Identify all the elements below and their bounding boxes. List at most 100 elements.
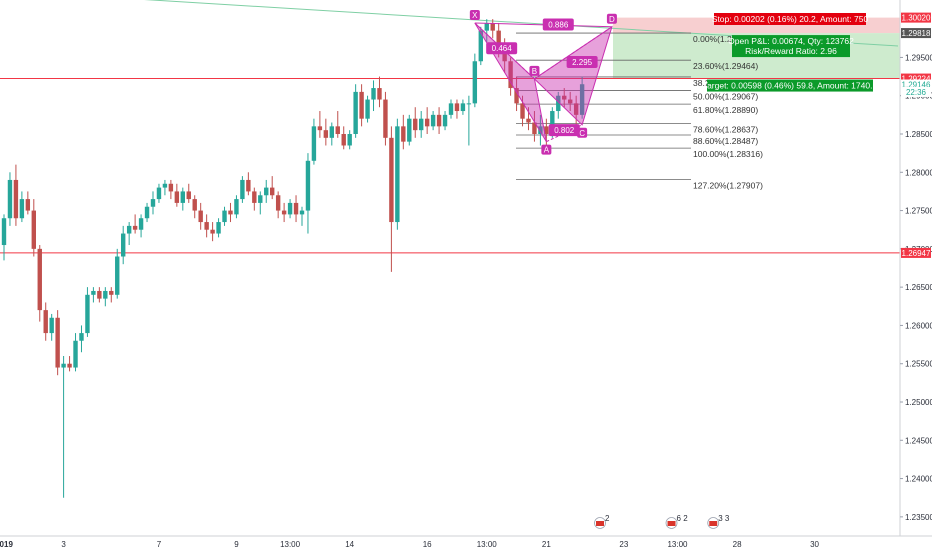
candle <box>157 188 161 199</box>
fib-level-label: 50.00%(1.29067) <box>693 92 758 102</box>
price-label-text: 1.29818 <box>902 29 931 38</box>
x-tick-label: 14 <box>345 540 354 549</box>
candle <box>240 180 244 199</box>
event-flag-stripe <box>596 521 604 526</box>
candle <box>336 126 340 134</box>
candle <box>198 211 202 222</box>
candle <box>216 222 220 233</box>
candle <box>353 92 357 134</box>
ratio-label: 2.295 <box>572 58 593 67</box>
candle <box>407 119 411 142</box>
fib-level-label: 127.20%(1.27907) <box>693 180 763 190</box>
ratio-label: 0.886 <box>548 21 569 30</box>
candle <box>276 195 280 210</box>
event-count: 6 2 <box>677 514 689 523</box>
candle <box>169 184 173 192</box>
candle <box>97 291 101 299</box>
candle <box>526 119 530 123</box>
candle <box>252 191 256 202</box>
price-label-text: 1.26947 <box>902 249 931 258</box>
y-tick-label: 1.28500 <box>905 130 932 139</box>
ratio-label: 0.802 <box>554 126 575 135</box>
candle <box>449 103 453 114</box>
x-tick-label: 21 <box>542 540 551 549</box>
candle <box>437 115 441 126</box>
candle <box>359 92 363 119</box>
candle <box>324 130 328 138</box>
candle <box>401 126 405 141</box>
time-axis[interactable]: 2019 3 7 9 13:00 14 16 13:00 21 23 13:00 28 30 <box>0 536 932 549</box>
candle <box>187 191 191 199</box>
candle <box>318 126 322 130</box>
event-count: 2 <box>605 514 610 523</box>
fib-level-label: 61.80%(1.28890) <box>693 105 758 115</box>
price-label-text: 1.30020 <box>902 14 931 23</box>
candle <box>467 103 471 104</box>
pattern-point-label: D <box>609 15 615 24</box>
pattern-point-label: C <box>579 129 585 138</box>
y-tick-label: 1.29500 <box>905 53 932 62</box>
x-tick-label: 9 <box>234 540 239 549</box>
candle <box>288 203 292 214</box>
candle <box>228 211 232 215</box>
candle <box>485 23 489 31</box>
candle <box>38 249 42 310</box>
candle <box>103 291 107 299</box>
candle <box>270 188 274 196</box>
candle <box>330 126 334 137</box>
candle <box>61 364 65 368</box>
candle <box>377 88 381 99</box>
target-label-text: Target: 0.00598 (0.46%) 59.8, Amount: 17… <box>703 81 878 91</box>
y-tick-label: 1.25500 <box>905 360 932 369</box>
candle <box>8 180 12 218</box>
price-axis[interactable]: 1.295001.290001.285001.280001.275001.270… <box>900 0 932 536</box>
candle <box>455 103 459 111</box>
pattern-point-label: X <box>472 11 478 20</box>
candle <box>175 191 179 202</box>
candle <box>55 318 59 368</box>
y-tick-label: 1.25000 <box>905 398 932 407</box>
candle <box>133 226 137 230</box>
fib-level-label: 100.00%(1.28316) <box>693 149 763 159</box>
candle <box>306 161 310 211</box>
candle <box>210 230 214 234</box>
candle <box>85 295 89 333</box>
candle <box>127 226 131 234</box>
x-tick-label: 13:00 <box>280 540 301 549</box>
candle <box>443 115 447 126</box>
candle <box>49 318 53 333</box>
fib-level-label: 78.60%(1.28637) <box>693 125 758 135</box>
y-tick-label: 1.23500 <box>905 513 932 522</box>
y-tick-label: 1.28000 <box>905 168 932 177</box>
candle <box>383 100 387 138</box>
candle <box>431 115 435 126</box>
candle <box>371 88 375 99</box>
y-tick-label: 1.24000 <box>905 475 932 484</box>
price-label-text: 22:36 <box>906 88 927 97</box>
candle <box>473 61 477 103</box>
candle <box>222 211 226 222</box>
candle <box>139 218 143 229</box>
x-tick-label: 23 <box>619 540 628 549</box>
candle <box>67 364 71 368</box>
ratio-label: 0.464 <box>492 44 513 53</box>
event-count: 3 3 <box>718 514 730 523</box>
x-tick-label: 28 <box>733 540 742 549</box>
candle <box>151 199 155 207</box>
candle <box>32 211 36 249</box>
stop-label-text: Stop: 0.00202 (0.16%) 20.2, Amount: 750 <box>712 14 869 24</box>
candle <box>282 211 286 215</box>
candle <box>109 291 113 295</box>
candle <box>163 184 167 188</box>
fib-level-label: 23.60%(1.29464) <box>693 61 758 71</box>
candle <box>258 195 262 203</box>
candle <box>2 218 6 245</box>
fib-level-label: 88.60%(1.28487) <box>693 136 758 146</box>
candle <box>14 180 18 218</box>
candle <box>491 23 495 31</box>
candle <box>342 134 346 145</box>
candle <box>20 199 24 218</box>
candle <box>193 199 197 210</box>
candle <box>145 207 149 218</box>
